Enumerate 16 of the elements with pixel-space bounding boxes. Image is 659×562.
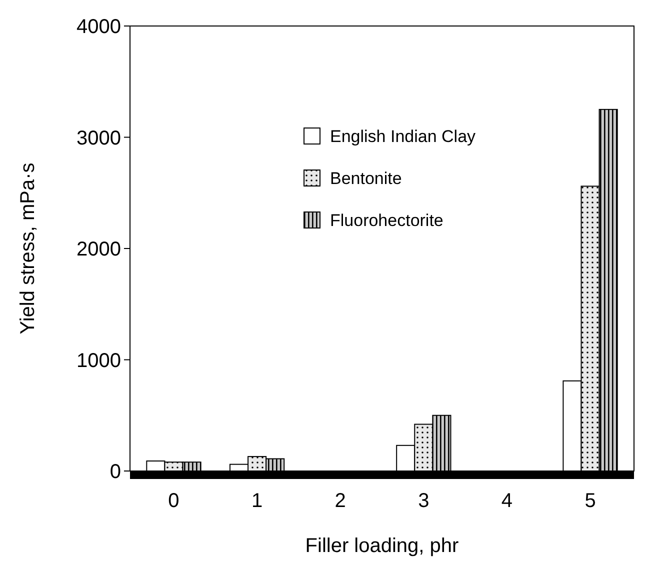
legend-label: Bentonite — [330, 168, 402, 188]
y-tick-label: 3000 — [76, 127, 121, 150]
legend-label: Fluorohectorite — [330, 210, 444, 230]
y-axis-title: Yield stress, mPa·s — [17, 162, 39, 334]
y-tick-label: 4000 — [76, 16, 121, 38]
x-tick-label: 1 — [251, 490, 263, 512]
x-axis-title: Filler loading, phr — [305, 535, 460, 557]
x-tick-label: 0 — [168, 490, 180, 512]
x-tick-label: 2 — [334, 490, 346, 512]
x-tick-label: 4 — [501, 490, 513, 512]
x-tick-label: 5 — [584, 490, 596, 512]
y-tick-label: 2000 — [76, 238, 121, 260]
y-tick-label: 0 — [110, 461, 121, 483]
x-tick-label: 3 — [418, 490, 430, 512]
legend-label: English Indian Clay — [330, 126, 476, 146]
y-tick-label: 1000 — [76, 350, 121, 372]
